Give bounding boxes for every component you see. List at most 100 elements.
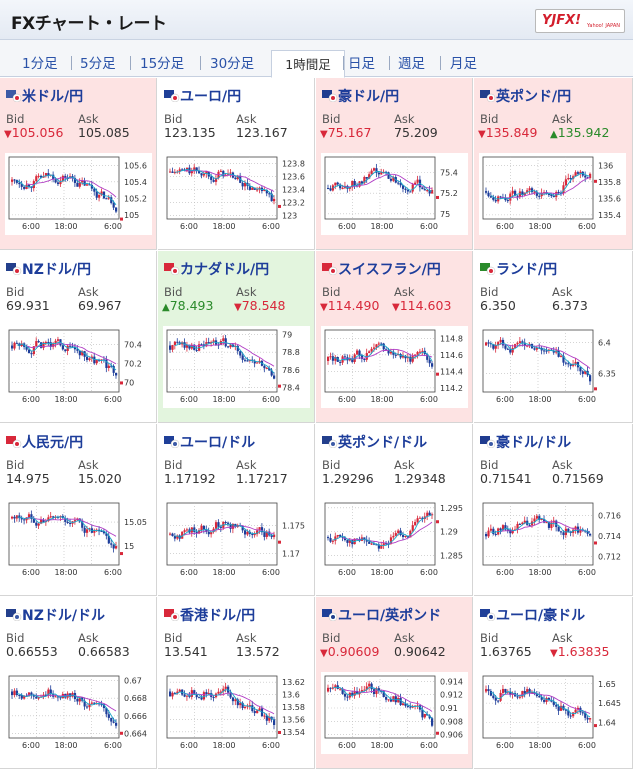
- rate-card[interactable]: ユーロ/豪ドル Bid 1.63765 Ask ▼1.63835 1.65 1.645 1.6…: [474, 597, 633, 769]
- candle: [219, 691, 222, 693]
- candle: [489, 528, 493, 531]
- pair-link[interactable]: スイスフラン/円: [322, 259, 441, 279]
- tab-1[interactable]: 5分足: [80, 56, 116, 72]
- chart-container[interactable]: 6.4 6.35 6:00 18:00 6:00: [479, 326, 626, 408]
- pair-link[interactable]: ユーロ/豪ドル: [480, 605, 585, 625]
- pair-link[interactable]: NZドル/円: [6, 259, 91, 279]
- chart-container[interactable]: 105.6 105.4 105.2 105 6:00 18:00 6:00: [5, 153, 152, 235]
- ask-value: 69.967: [78, 298, 122, 313]
- pair-link[interactable]: 人民元/円: [6, 432, 83, 452]
- candle: [428, 190, 431, 194]
- candle: [485, 689, 488, 692]
- tab-5[interactable]: 日足: [348, 56, 375, 72]
- rate-card[interactable]: スイスフラン/円 Bid ▼114.490 Ask ▼114.603 114.8 114.6…: [316, 251, 473, 423]
- candle: [115, 372, 118, 376]
- rate-card[interactable]: 香港ドル/円 Bid 13.541 Ask 13.572 13.62 13.6 13.58 13…: [158, 597, 315, 769]
- candle: [195, 694, 198, 698]
- candle: [572, 712, 575, 717]
- candle: [348, 187, 351, 189]
- y-tick-label: 114.2: [440, 384, 463, 393]
- rate-card[interactable]: ユーロ/ドル Bid 1.17192 Ask 1.17217 1.175 1.17 6:00 1…: [158, 424, 315, 596]
- tab-6[interactable]: 週足: [398, 56, 425, 72]
- rate-card[interactable]: ユーロ/英ポンド Bid ▼0.90609 Ask 0.90642 0.914 0.912 0…: [316, 597, 473, 769]
- pair-link[interactable]: 英ポンド/円: [480, 86, 571, 106]
- y-tick-label: 123.2: [282, 199, 305, 208]
- chart-container[interactable]: 123.8 123.6 123.4 123.2 123 6:00 18:00 6:00: [163, 153, 310, 235]
- bid-label: Bid: [6, 285, 25, 299]
- rate-card[interactable]: 英ポンド/円 Bid ▼135.849 Ask ▲135.942 136 135.8 135.…: [474, 78, 633, 250]
- rate-card[interactable]: NZドル/円 Bid 69.931 Ask 69.967 70.4 70.2 70 6:00 18…: [0, 251, 157, 423]
- tab-7[interactable]: 月足: [450, 56, 477, 72]
- candle: [516, 195, 519, 197]
- chart-container[interactable]: 0.67 0.668 0.666 0.664 6:00 18:00 6:00: [5, 672, 152, 754]
- tab-2[interactable]: 15分足: [140, 56, 185, 72]
- candle: [518, 341, 522, 343]
- bid-label: Bid: [6, 112, 25, 126]
- rate-card[interactable]: 豪ドル/円 Bid ▼75.167 Ask 75.209 75.4 75.2 75 6:00 18…: [316, 78, 473, 250]
- tab-3[interactable]: 30分足: [210, 56, 255, 72]
- pair-link[interactable]: カナダドル/円: [164, 259, 269, 279]
- chart-container[interactable]: 0.716 0.714 0.712 6:00 18:00 6:00: [479, 499, 626, 581]
- rate-card[interactable]: 米ドル/円 Bid ▼105.056 Ask 105.085 105.6 105.4 105.…: [0, 78, 157, 250]
- candle: [210, 342, 213, 344]
- candle: [81, 697, 84, 701]
- pair-link[interactable]: NZドル/ドル: [6, 605, 105, 625]
- candle: [11, 691, 14, 696]
- chart-container[interactable]: 70.4 70.2 70 6:00 18:00 6:00: [5, 326, 152, 408]
- candle: [11, 345, 14, 349]
- pair-link[interactable]: 英ポンド/ドル: [322, 432, 427, 452]
- flag-quote-mark: [15, 442, 19, 446]
- candle: [431, 189, 434, 194]
- tab-0[interactable]: 1分足: [22, 56, 58, 72]
- short-average-line: [16, 174, 117, 206]
- rate-card[interactable]: 英ポンド/ドル Bid 1.29296 Ask 1.29348 1.295 1.29 1.28…: [316, 424, 473, 596]
- rate-card[interactable]: 人民元/円 Bid 14.975 Ask 15.020 15.05 15 6:00 18:00 6…: [0, 424, 157, 596]
- flag-base: [480, 609, 490, 617]
- chart-container[interactable]: 0.914 0.912 0.91 0.908 0.906 6:00 18:00 6:00: [321, 672, 468, 754]
- candle: [222, 170, 225, 177]
- candle: [389, 351, 393, 354]
- chart-container[interactable]: 79 78.8 78.6 78.4 6:00 18:00 6:00: [163, 326, 310, 408]
- chart-container[interactable]: 1.65 1.645 1.64 6:00 18:00 6:00: [479, 672, 626, 754]
- candle: [100, 359, 103, 361]
- chart-container[interactable]: 15.05 15 6:00 18:00 6:00: [5, 499, 152, 581]
- candle: [214, 178, 218, 182]
- rate-card[interactable]: ユーロ/円 Bid 123.135 Ask 123.167 123.8 123.6 123.4…: [158, 78, 315, 250]
- candle: [360, 181, 364, 184]
- chart-container[interactable]: 75.4 75.2 75 6:00 18:00 6:00: [321, 153, 468, 235]
- pair-link[interactable]: ユーロ/円: [164, 86, 241, 106]
- candle: [13, 690, 16, 696]
- pair-link[interactable]: ユーロ/ドル: [164, 432, 255, 452]
- ask-value: ▼78.548: [234, 298, 285, 313]
- chart-container[interactable]: 13.62 13.6 13.58 13.56 13.54 6:00 18:00 6:00: [163, 672, 310, 754]
- pair-link[interactable]: ランド/円: [480, 259, 557, 279]
- pair-link[interactable]: 豪ドル/円: [322, 86, 399, 106]
- rate-card[interactable]: ランド/円 Bid 6.350 Ask 6.373 6.4 6.35 6:00 18:00 6:0…: [474, 251, 633, 423]
- rate-card[interactable]: NZドル/ドル Bid 0.66553 Ask 0.66583 0.67 0.668 0.66…: [0, 597, 157, 769]
- yjfx-logo[interactable]: YJFX! Yahoo! JAPAN: [535, 9, 625, 33]
- pair-link[interactable]: 香港ドル/円: [164, 605, 255, 625]
- y-tick-label: 15.05: [124, 518, 147, 527]
- tab-4[interactable]: 1時間足: [271, 50, 345, 78]
- chart-container[interactable]: 1.175 1.17 6:00 18:00 6:00: [163, 499, 310, 581]
- current-price-marker: [594, 387, 597, 391]
- candle: [273, 375, 276, 379]
- candle: [88, 528, 91, 530]
- down-arrow-icon: ▼: [320, 302, 328, 313]
- rate-card[interactable]: カナダドル/円 Bid ▲78.493 Ask ▼78.548 79 78.8 78.6 78.…: [158, 251, 315, 423]
- chart-container[interactable]: 1.295 1.29 1.285 6:00 18:00 6:00: [321, 499, 468, 581]
- pair-link[interactable]: 豪ドル/ドル: [480, 432, 571, 452]
- moving-average-line: [26, 342, 117, 365]
- candle: [528, 188, 531, 191]
- chart-container[interactable]: 114.8 114.6 114.4 114.2 6:00 18:00 6:00: [321, 326, 468, 408]
- rate-card[interactable]: 豪ドル/ドル Bid 0.71541 Ask 0.71569 0.716 0.714 0.71…: [474, 424, 633, 596]
- chart-container[interactable]: 136 135.8 135.6 135.4 6:00 18:00 6:00: [479, 153, 626, 235]
- candle: [368, 541, 371, 544]
- candle: [414, 354, 417, 357]
- candle: [11, 179, 14, 182]
- bid-label: Bid: [164, 631, 183, 645]
- candle: [30, 353, 33, 355]
- pair-link[interactable]: 米ドル/円: [6, 86, 83, 106]
- pair-link[interactable]: ユーロ/英ポンド: [322, 605, 441, 625]
- candle: [547, 522, 551, 528]
